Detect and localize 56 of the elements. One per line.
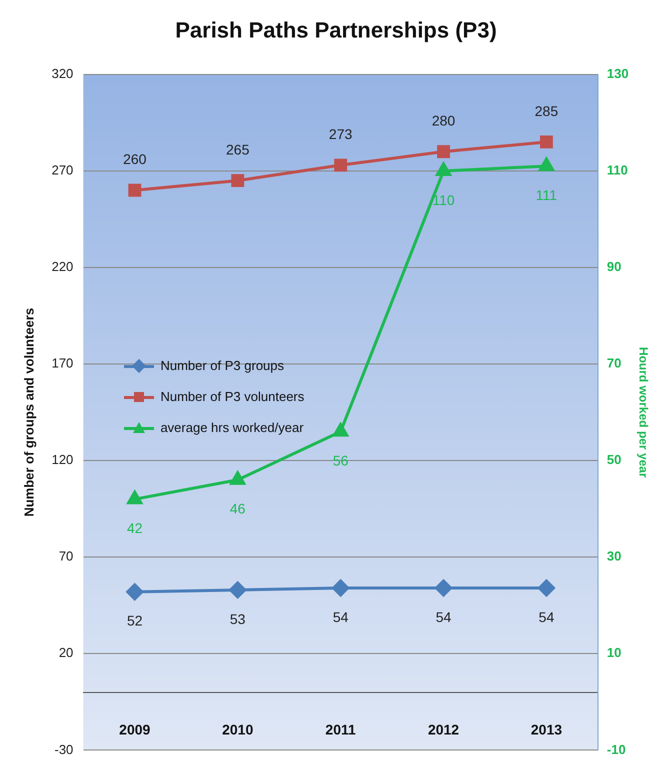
y2-tick-label: 30 xyxy=(606,548,622,564)
chart-title: Parish Paths Partnerships (P3) xyxy=(175,17,497,42)
data-label: 110 xyxy=(432,192,455,208)
y-tick-label: 220 xyxy=(52,259,74,274)
data-label: 53 xyxy=(230,610,246,627)
y2-axis-title: Hourd worked per year xyxy=(636,346,650,478)
data-label: 54 xyxy=(332,608,349,625)
y-tick-label: 120 xyxy=(52,452,74,468)
y-tick-label: 170 xyxy=(52,356,74,371)
x-tick-label: 2013 xyxy=(530,722,562,738)
point xyxy=(229,581,246,598)
data-label: 280 xyxy=(432,112,456,128)
y2-tick-label: 10 xyxy=(606,645,622,660)
data-label: 265 xyxy=(226,141,250,158)
data-label: 273 xyxy=(328,126,352,142)
point xyxy=(126,583,144,600)
data-label: 52 xyxy=(126,612,143,629)
data-label: 260 xyxy=(123,151,147,168)
data-label: 42 xyxy=(126,520,143,536)
y-tick-label: 70 xyxy=(58,548,74,564)
point xyxy=(230,471,246,485)
legend-label: average hrs worked/year xyxy=(160,420,304,436)
y2-tick-label: 50 xyxy=(606,452,622,468)
point xyxy=(540,136,553,148)
data-label: 111 xyxy=(536,186,558,203)
y-tick-label: 20 xyxy=(58,645,74,660)
point xyxy=(436,162,452,176)
data-label: 46 xyxy=(230,500,246,517)
y-tick-label: 270 xyxy=(52,162,74,178)
point xyxy=(333,423,348,437)
point xyxy=(332,580,350,597)
y2-tick-label: 90 xyxy=(606,259,622,274)
point xyxy=(128,184,142,197)
point xyxy=(437,145,450,158)
legend-label: Number of P3 groups xyxy=(160,358,284,374)
x-tick-label: 2011 xyxy=(325,722,356,738)
y2-tick-label: -10 xyxy=(606,742,626,757)
y-tick-label: 320 xyxy=(52,66,74,81)
y2-tick-label: 110 xyxy=(606,162,628,178)
x-tick-label: 2012 xyxy=(428,722,460,738)
point xyxy=(538,158,554,172)
point xyxy=(127,490,142,504)
y-axis-title: Number of groups and volunteers xyxy=(21,308,36,517)
point xyxy=(231,174,244,188)
y2-tick-label: 130 xyxy=(606,66,629,81)
y2-tick-label: 70 xyxy=(606,356,622,371)
data-label: 54 xyxy=(538,608,554,625)
legend-label: Number of P3 volunteers xyxy=(160,389,304,404)
point xyxy=(538,580,555,597)
x-tick-label: 2010 xyxy=(222,722,254,738)
point xyxy=(435,580,452,597)
data-label: 285 xyxy=(534,102,558,119)
x-tick-label: 2009 xyxy=(119,722,151,738)
y-tick-label: -30 xyxy=(54,742,74,757)
point xyxy=(334,158,348,172)
data-label: 54 xyxy=(436,608,452,625)
